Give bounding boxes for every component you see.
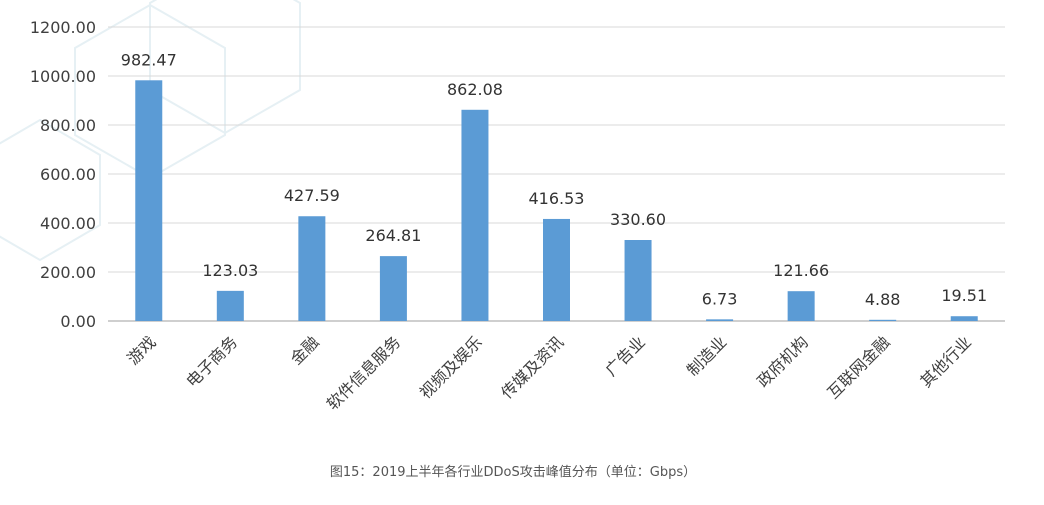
bar: [950, 316, 978, 321]
bar: [869, 319, 897, 321]
bar-value-label: 862.08: [447, 80, 503, 99]
y-tick-label: 400.00: [40, 214, 96, 233]
category-label: 传媒及资讯: [497, 332, 567, 402]
bar-value-label: 330.60: [610, 210, 666, 229]
bar: [787, 291, 815, 321]
y-tick-label: 200.00: [40, 263, 96, 282]
bar: [216, 290, 244, 321]
bar: [298, 216, 326, 321]
bar: [624, 240, 652, 321]
bar-value-label: 6.73: [702, 289, 738, 308]
bar: [379, 256, 407, 321]
bar-value-label: 4.88: [865, 290, 901, 309]
category-label: 视频及娱乐: [416, 332, 486, 402]
y-axis-tick-labels: 0.00 200.00 400.00 600.00 800.00 1000.00 1200.…: [30, 18, 96, 331]
data-labels: 982.47 123.03 427.59 264.81 862.08 416.53 330.…: [121, 50, 987, 309]
bar-value-label: 416.53: [529, 189, 585, 208]
y-tick-label: 600.00: [40, 165, 96, 184]
bar-value-label: 264.81: [365, 226, 421, 245]
chart-caption: 图15：2019上半年各行业DDoS攻击峰值分布（单位：Gbps）: [330, 464, 696, 480]
category-label: 政府机构: [753, 332, 812, 391]
bar-value-label: 982.47: [121, 50, 177, 69]
bar: [135, 80, 163, 321]
category-label: 电子商务: [182, 332, 241, 391]
category-label: 软件信息服务: [323, 332, 404, 413]
category-label: 其他行业: [916, 332, 975, 391]
category-label: 游戏: [124, 332, 160, 368]
bar-value-label: 19.51: [941, 286, 987, 305]
y-tick-label: 1000.00: [30, 67, 96, 86]
bar: [706, 319, 734, 321]
category-label: 广告业: [601, 332, 648, 379]
bars: [135, 80, 978, 321]
y-tick-label: 800.00: [40, 116, 96, 135]
bar: [543, 218, 570, 321]
y-tick-label: 1200.00: [30, 18, 96, 37]
category-label: 互联网金融: [823, 332, 893, 402]
bar: [461, 109, 489, 321]
y-tick-label: 0.00: [60, 312, 96, 331]
category-label: 制造业: [683, 332, 730, 379]
bar-value-label: 123.03: [202, 261, 258, 280]
bar-value-label: 427.59: [284, 186, 340, 205]
category-label: 金融: [287, 332, 323, 368]
x-axis-category-labels: 游戏 电子商务 金融 软件信息服务 视频及娱乐 传媒及资讯 广告业 制造业 政府机构 互联网金融其…: [124, 332, 976, 413]
bar-value-label: 121.66: [773, 261, 829, 280]
